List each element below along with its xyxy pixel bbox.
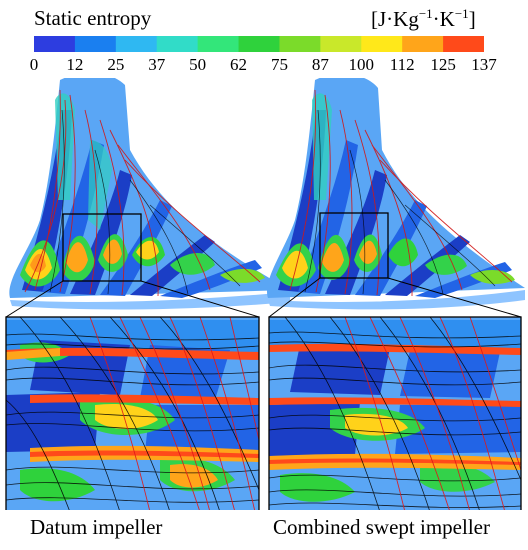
color-bar-segment (197, 36, 240, 52)
legend-unit: [J·Kg−1·K−1] (371, 6, 476, 31)
datum-impeller-contour (9, 78, 290, 310)
color-bar-tick-label: 87 (311, 55, 329, 74)
combined-swept-impeller-zoom (269, 317, 521, 510)
color-bar-segment (238, 36, 280, 52)
color-bar (34, 36, 484, 52)
color-bar-segment (402, 36, 444, 52)
combined-swept-impeller-caption: Combined swept impeller (273, 515, 490, 539)
color-bar-tick-label: 25 (107, 55, 125, 74)
zoom-connectors (5, 277, 522, 318)
color-bar-segment (279, 36, 321, 52)
color-bar-tick-label: 112 (389, 55, 415, 74)
color-bar-tick-label: 137 (471, 55, 497, 74)
color-bar-tick-label: 50 (189, 55, 207, 74)
legend-title: Static entropy (34, 6, 152, 30)
color-bar-segment (443, 36, 484, 52)
impeller-figure (5, 78, 525, 510)
color-bar-tick-label: 125 (430, 55, 456, 74)
color-bar-tick-label: 37 (148, 55, 166, 74)
color-bar-segment (115, 36, 158, 52)
color-bar-segment (34, 36, 76, 52)
color-bar-segment (361, 36, 403, 52)
color-bar-tick-label: 12 (66, 55, 84, 74)
color-bar-segment (320, 36, 362, 52)
color-bar-tick-label: 62 (230, 55, 248, 74)
datum-impeller-zoom (6, 317, 259, 510)
color-bar-segment (74, 36, 117, 52)
color-bar-ticks: 0 12 25 37 50 62 75 87 100 112 125 137 (0, 55, 528, 77)
color-bar-tick-label: 75 (270, 55, 288, 74)
combined-swept-impeller-contour (267, 78, 525, 310)
color-bar-segment (156, 36, 199, 52)
datum-impeller-caption: Datum impeller (30, 515, 163, 539)
color-bar-tick-label: 0 (29, 55, 39, 74)
color-bar-tick-label: 100 (348, 55, 375, 74)
